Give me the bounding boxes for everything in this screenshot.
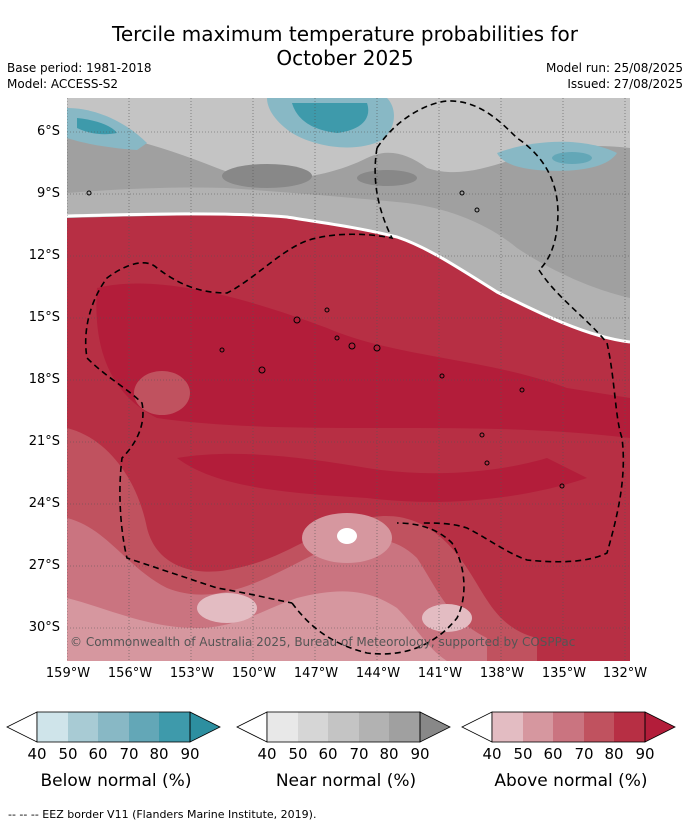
tick: 70	[574, 745, 594, 763]
legend-swatch	[389, 712, 420, 742]
eez-footnote: -- -- -- EEZ border V11 (Flanders Marine…	[8, 808, 317, 821]
lat-label: 12°S	[28, 248, 60, 263]
issued-date: Issued: 27/08/2025	[567, 77, 683, 91]
legend-swatch	[37, 712, 68, 742]
lat-label: 21°S	[28, 434, 60, 449]
lon-label: 159°W	[45, 666, 91, 681]
tick: 70	[349, 745, 369, 763]
below-normal-core-east	[552, 152, 592, 164]
colorbar-near	[236, 711, 451, 743]
legend-swatch	[129, 712, 159, 742]
eez-border-east	[421, 269, 625, 563]
meta-left: Base period: 1981-2018 Model: ACCESS-S2	[7, 60, 152, 92]
map-title: Tercile maximum temperature probabilitie…	[0, 22, 690, 70]
tick: 80	[604, 745, 624, 763]
tick: 40	[482, 745, 502, 763]
tick: 60	[543, 745, 563, 763]
lat-label: 24°S	[28, 496, 60, 511]
lat-label: 27°S	[28, 558, 60, 573]
lon-label: 141°W	[417, 666, 463, 681]
title-line-2: October 2025	[276, 46, 414, 70]
legend-caption-above: Above normal (%)	[494, 771, 648, 791]
legend-ticks: 40 50 60 70 80 90	[461, 745, 681, 765]
lat-label: 6°S	[36, 124, 60, 139]
map-canvas	[67, 98, 630, 661]
tick: 90	[410, 745, 430, 763]
legend-swatch	[359, 712, 389, 742]
eez-border-north	[376, 100, 559, 271]
above-normal-core	[96, 283, 630, 438]
legend-swatch	[328, 712, 359, 742]
probability-map	[67, 98, 630, 661]
legend-swatch	[553, 712, 584, 742]
white-patch	[337, 528, 357, 544]
legend-swatch	[68, 712, 98, 742]
legend-above-normal: 40 50 60 70 80 90 Above normal (%)	[461, 711, 681, 791]
model-run: Model run: 25/08/2025	[545, 61, 683, 75]
below-normal-core-north	[292, 103, 369, 133]
islands	[86, 190, 565, 489]
lon-label: 147°W	[293, 666, 339, 681]
near-normal-90-patch-2	[357, 170, 417, 186]
legend-ticks: 40 50 60 70 80 90	[236, 745, 456, 765]
graticule	[67, 98, 630, 661]
lon-label: 150°W	[231, 666, 277, 681]
base-period: Base period: 1981-2018	[7, 61, 152, 75]
legend-swatch	[614, 712, 645, 742]
tick: 60	[318, 745, 338, 763]
tick: 50	[58, 745, 78, 763]
above-normal-70-patch	[134, 371, 190, 415]
legend-swatch	[159, 712, 190, 742]
eez-border-west	[84, 147, 394, 604]
near-normal-90-patch	[222, 164, 312, 188]
above-normal-50	[67, 591, 447, 661]
lon-label: 135°W	[541, 666, 587, 681]
tick: 60	[88, 745, 108, 763]
below-normal-core-west	[77, 118, 117, 135]
lat-label: 30°S	[28, 620, 60, 635]
legend-swatch	[584, 712, 614, 742]
model-name: Model: ACCESS-S2	[7, 77, 119, 91]
legend-caption-near: Near normal (%)	[275, 771, 417, 791]
above-normal-core-2	[177, 453, 587, 502]
tick: 50	[513, 745, 533, 763]
colorbar-above	[461, 711, 676, 743]
above-normal-40-patch-2	[422, 604, 472, 632]
lon-label: 132°W	[602, 666, 648, 681]
lat-label: 15°S	[28, 310, 60, 325]
meta-right: Model run: 25/08/2025 Issued: 27/08/2025	[546, 60, 683, 92]
legend-caption-below: Below normal (%)	[40, 771, 192, 791]
tick: 70	[119, 745, 139, 763]
lon-label: 153°W	[169, 666, 215, 681]
tick: 80	[149, 745, 169, 763]
lat-label: 9°S	[36, 186, 60, 201]
lon-label: 138°W	[479, 666, 525, 681]
legend-below-normal: 40 50 60 70 80 90 Below normal (%)	[6, 711, 226, 791]
tick: 50	[288, 745, 308, 763]
tick: 80	[379, 745, 399, 763]
lon-label: 144°W	[355, 666, 401, 681]
tick: 40	[257, 745, 277, 763]
legend-swatch	[267, 712, 298, 742]
copyright-notice: © Commonwealth of Australia 2025, Bureau…	[70, 635, 576, 649]
legend-swatch	[98, 712, 129, 742]
legend-swatch	[298, 712, 328, 742]
legend-swatch	[523, 712, 553, 742]
legend-ticks: 40 50 60 70 80 90	[6, 745, 226, 765]
legend-near-normal: 40 50 60 70 80 90 Near normal (%)	[236, 711, 456, 791]
legend-swatch	[492, 712, 523, 742]
tick: 90	[635, 745, 655, 763]
colorbar-below	[6, 711, 221, 743]
tick: 40	[27, 745, 47, 763]
lon-label: 156°W	[107, 666, 153, 681]
lat-label: 18°S	[28, 372, 60, 387]
above-normal-40-patch	[197, 593, 257, 623]
tick: 90	[180, 745, 200, 763]
title-line-1: Tercile maximum temperature probabilitie…	[112, 22, 578, 46]
eez-border-south	[291, 522, 465, 655]
